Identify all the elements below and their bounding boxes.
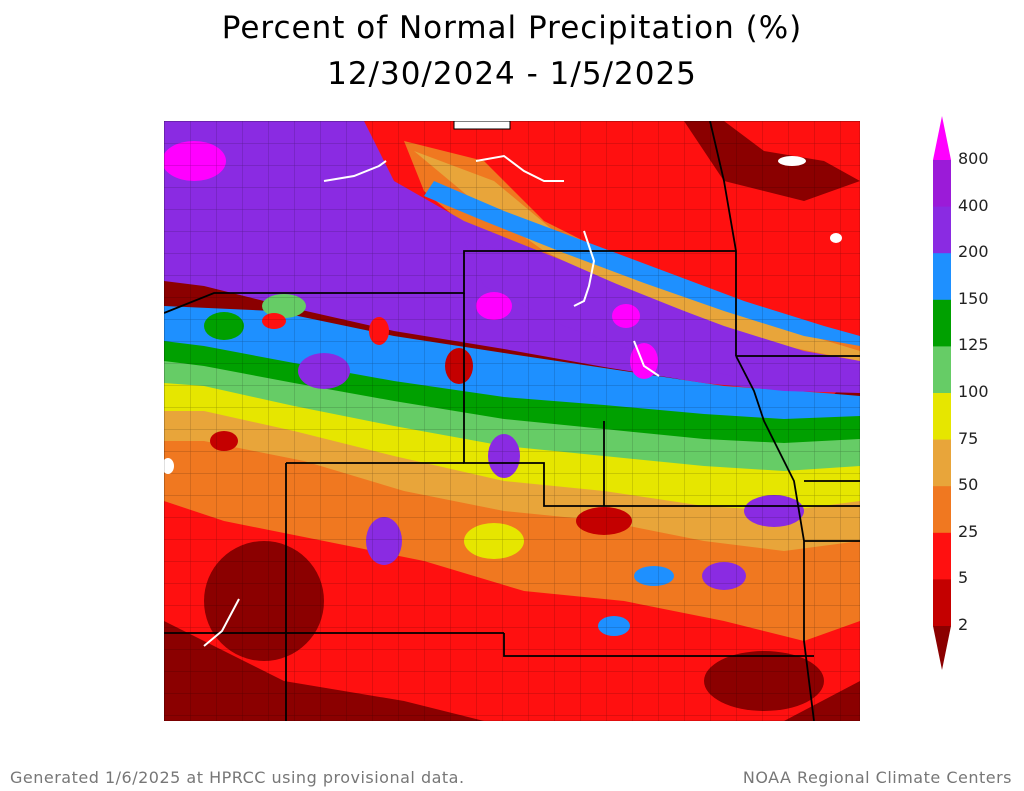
legend-label: 5: [958, 568, 969, 588]
legend-label: 100: [958, 382, 989, 401]
lake: [778, 156, 806, 166]
county-boundaries: [164, 121, 860, 721]
generated-note: Generated 1/6/2025 at HPRCC using provis…: [10, 768, 465, 787]
map-date-range: 12/30/2024 - 1/5/2025: [327, 56, 697, 92]
legend-label: 25: [958, 521, 979, 541]
water-features: [203, 154, 660, 647]
legend-swatch: [933, 439, 951, 487]
legend-swatch: [933, 206, 951, 254]
legend-swatch: [933, 532, 951, 580]
precipitation-map: [164, 121, 860, 721]
legend-swatch: [933, 160, 951, 208]
lake: [453, 121, 511, 130]
legend-label: 150: [958, 288, 989, 308]
legend-label: 800: [958, 149, 989, 168]
legend-label: 2: [958, 615, 969, 634]
legend-swatch: [933, 346, 951, 394]
color-legend: [933, 116, 951, 670]
legend-swatch: [933, 253, 951, 301]
state-boundaries: [164, 121, 860, 721]
legend-label: 50: [958, 475, 979, 495]
source-credit: NOAA Regional Climate Centers: [742, 768, 1012, 787]
map-title: Percent of Normal Precipitation (%): [221, 10, 803, 46]
legend-swatch: [933, 299, 951, 347]
legend-swatch: [933, 626, 951, 670]
legend-label: 125: [958, 335, 989, 355]
legend-label: 400: [958, 195, 989, 215]
legend-label: 75: [958, 428, 979, 448]
lake: [164, 458, 174, 474]
legend-swatch: [933, 116, 951, 160]
legend-swatch: [933, 393, 951, 441]
legend-swatch: [933, 486, 951, 534]
legend-label: 200: [958, 242, 989, 262]
lake: [830, 233, 842, 243]
legend-swatch: [933, 579, 951, 627]
